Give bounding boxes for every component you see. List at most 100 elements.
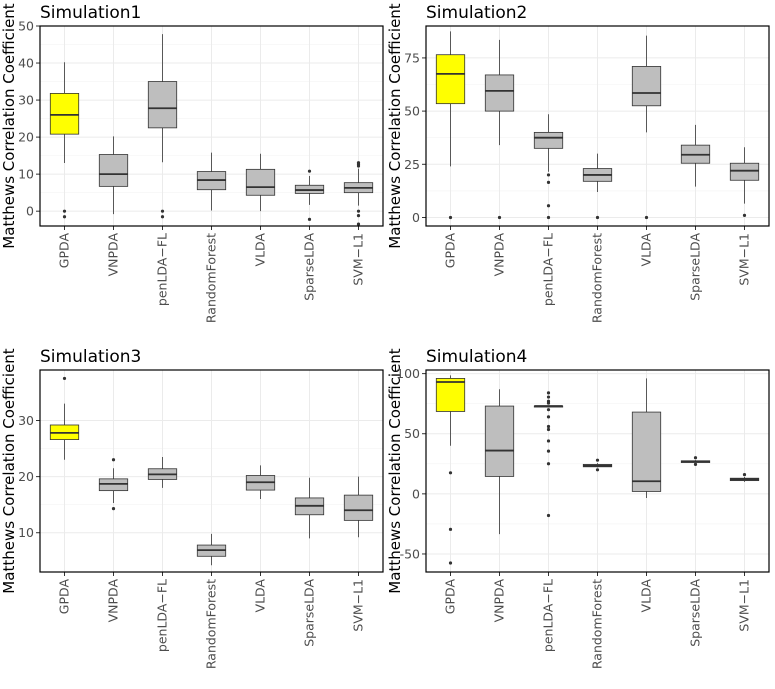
panel-simulation3: Simulation3 Matthews Correlation Coeffic… (0, 347, 384, 669)
x-tick-label: VNPDA (106, 233, 121, 277)
y-tick-label: 100 (396, 366, 420, 381)
y-tick-label: 40 (18, 56, 34, 71)
outlier-point (595, 468, 600, 472)
y-tick-label: 0 (26, 204, 34, 219)
box-SVM−L1 (343, 494, 374, 521)
box-GPDA (435, 54, 466, 105)
x-tick-label: penLDA−FL (541, 579, 556, 652)
y-axis-label: Matthews Correlation Coefficient (386, 3, 404, 248)
panel-border (39, 25, 384, 227)
x-tick-label: VLDA (253, 579, 268, 613)
outlier-point (742, 473, 747, 477)
x-tick-label: penLDA−FL (541, 233, 556, 306)
x-tick-label: penLDA−FL (155, 233, 170, 306)
outlier-point (448, 527, 453, 531)
x-tick-label: SVM−L1 (737, 579, 752, 632)
outlier-point (546, 462, 551, 466)
x-tick-label: SparseLDA (302, 233, 317, 301)
outlier-point (448, 561, 453, 565)
panel-title: Simulation1 (40, 3, 141, 23)
outlier-point (644, 215, 649, 220)
y-axis-label: Matthews Correlation Coefficient (0, 348, 18, 593)
x-tick-label: SparseLDA (688, 233, 703, 301)
panel-simulation4: Simulation4 Matthews Correlation Coeffic… (386, 347, 770, 669)
outlier-point (546, 391, 551, 395)
outlier-point (356, 161, 361, 165)
box-VLDA (631, 411, 662, 492)
panel-border (425, 25, 770, 227)
outlier-point (111, 506, 116, 511)
y-tick-label: 10 (18, 525, 34, 540)
x-tick-label: SparseLDA (302, 579, 317, 647)
panel-simulation1: Simulation1 Matthews Correlation Coeffic… (0, 3, 384, 323)
y-tick-label: 0 (412, 210, 420, 225)
panel-border (39, 369, 384, 573)
x-tick-label: GPDA (443, 233, 458, 269)
outlier-point (546, 408, 551, 412)
outlier-point (160, 215, 165, 219)
outlier-point (111, 458, 116, 462)
y-tick-label: 50 (404, 104, 420, 119)
x-tick-label: VNPDA (106, 579, 121, 623)
y-tick-label: 30 (18, 93, 34, 108)
x-tick-label: RandomForest (204, 233, 219, 323)
outlier-point (546, 395, 551, 399)
panel-title: Simulation4 (426, 347, 527, 367)
x-tick-label: GPDA (57, 233, 72, 269)
box-VNPDA (484, 405, 515, 477)
outlier-point (693, 462, 698, 466)
outlier-point (546, 415, 551, 419)
y-tick-label: -50 (400, 546, 420, 561)
y-tick-label: 75 (404, 50, 420, 65)
outlier-point (546, 424, 551, 429)
outlier-point (546, 204, 551, 208)
x-tick-label: VNPDA (492, 233, 507, 277)
outlier-point (546, 449, 551, 453)
y-tick-label: 20 (18, 130, 34, 145)
y-tick-label: 30 (18, 413, 34, 428)
y-tick-label: 50 (18, 19, 34, 34)
outlier-point (595, 215, 600, 220)
box-VLDA (245, 168, 276, 196)
x-tick-label: RandomForest (204, 579, 219, 669)
outlier-point (546, 215, 551, 220)
x-tick-label: SparseLDA (688, 579, 703, 647)
outlier-point (497, 215, 502, 220)
outlier-point (307, 217, 312, 221)
x-tick-label: SVM−L1 (351, 233, 366, 286)
x-tick-label: RandomForest (590, 579, 605, 669)
box-penLDA−FL (147, 81, 178, 129)
box-VNPDA (484, 74, 515, 112)
x-tick-label: RandomForest (590, 233, 605, 323)
y-tick-label: 0 (412, 486, 420, 501)
panel-simulation2: Simulation2 Matthews Correlation Coeffic… (386, 3, 770, 323)
outlier-point (356, 209, 361, 213)
x-tick-label: SVM−L1 (737, 233, 752, 286)
outlier-point (546, 173, 551, 177)
x-tick-label: GPDA (443, 579, 458, 615)
outlier-point (160, 209, 165, 213)
outlier-point (546, 180, 551, 184)
outlier-point (546, 427, 551, 432)
outlier-point (595, 458, 600, 462)
y-axis-label: Matthews Correlation Coefficient (386, 348, 404, 593)
outlier-point (448, 215, 453, 220)
x-tick-label: VLDA (639, 233, 654, 267)
y-tick-label: 20 (18, 469, 34, 484)
outlier-point (546, 513, 551, 518)
box-GPDA (435, 378, 466, 412)
box-penLDA−FL (533, 131, 564, 149)
x-tick-label: VNPDA (492, 579, 507, 623)
outlier-point (448, 471, 453, 475)
panel-title: Simulation3 (40, 347, 141, 367)
outlier-point (62, 376, 67, 381)
box-VLDA (631, 66, 662, 107)
y-tick-label: 10 (18, 167, 34, 182)
box-GPDA (49, 93, 80, 135)
panel-border (425, 369, 770, 573)
outlier-point (546, 439, 551, 443)
box-VNPDA (98, 154, 129, 187)
outlier-point (546, 401, 551, 405)
outlier-point (742, 213, 747, 217)
